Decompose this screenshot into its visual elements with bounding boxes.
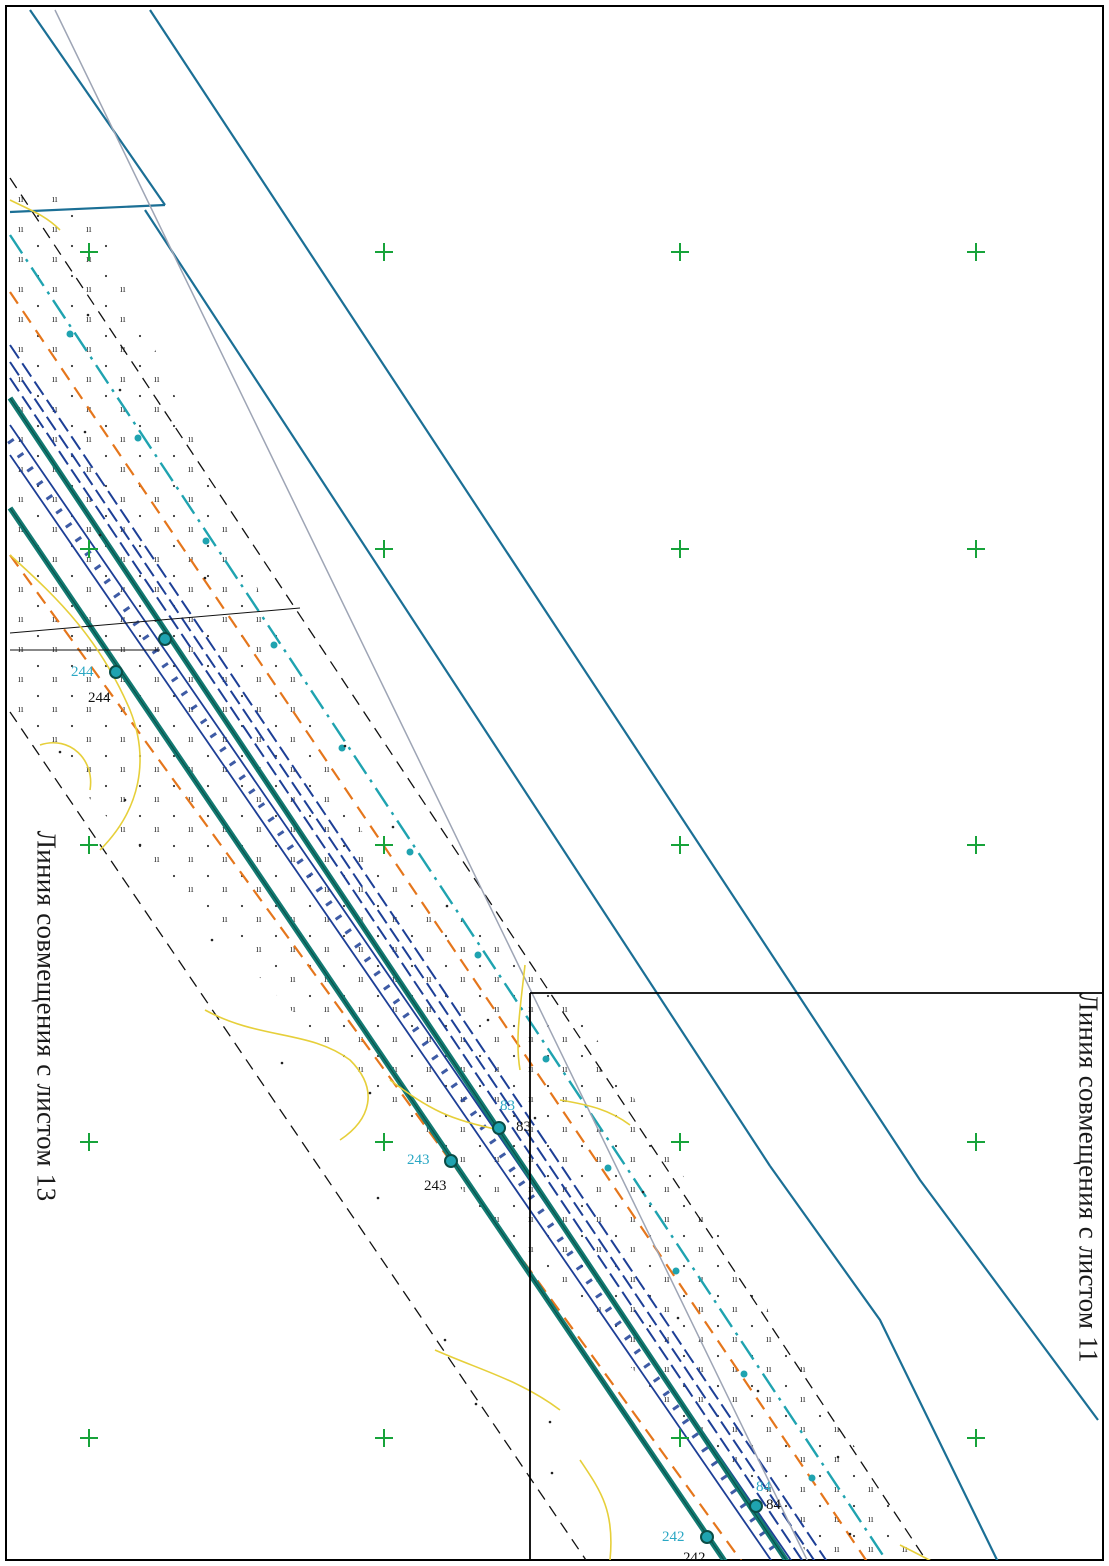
relief-contours [9, 199, 932, 1560]
gray-line [54, 9, 808, 1560]
vertex-242 [700, 1530, 714, 1544]
vertex-83 [492, 1121, 506, 1135]
vertex-upper-1 [158, 632, 172, 646]
vertex-84 [749, 1499, 763, 1513]
point-label-242: 242 [683, 1550, 706, 1566]
sheet-frame [5, 5, 1104, 1561]
pipeline-lines-core [9, 397, 787, 1560]
point-label-cyan-83: 83 [500, 1098, 515, 1114]
point-label-244: 244 [88, 690, 111, 706]
vertex-244 [109, 665, 123, 679]
point-label-84: 84 [766, 1497, 782, 1513]
boundary-orange-lines [9, 291, 868, 1560]
grid-crosses [80, 243, 985, 1447]
vertex-243 [444, 1154, 458, 1168]
road-edges [9, 9, 1099, 1560]
cable-line [8, 234, 888, 1560]
point-label-cyan-243: 243 [407, 1152, 430, 1168]
merge-line-label-sheet-13: Линия совмещения с листом 13 [31, 830, 62, 1202]
merge-line-label-sheet-11: Линия совмещения с листом 11 [1073, 993, 1104, 1363]
point-label-cyan-244: 244 [71, 664, 94, 680]
point-label-cyan-84: 84 [756, 1479, 772, 1495]
inner-sheet-frame [529, 992, 1103, 1560]
cross-section-line [9, 607, 301, 651]
band-boundaries [9, 177, 927, 1560]
point-label-243: 243 [424, 1178, 447, 1194]
survey-band-fill [10, 180, 927, 1560]
point-label-cyan-242: 242 [662, 1529, 685, 1545]
protection-zone-lines [9, 344, 828, 1560]
point-label-83: 83 [516, 1119, 531, 1135]
elevation-marks [58, 313, 852, 1536]
pipeline-vertices [109, 632, 763, 1544]
